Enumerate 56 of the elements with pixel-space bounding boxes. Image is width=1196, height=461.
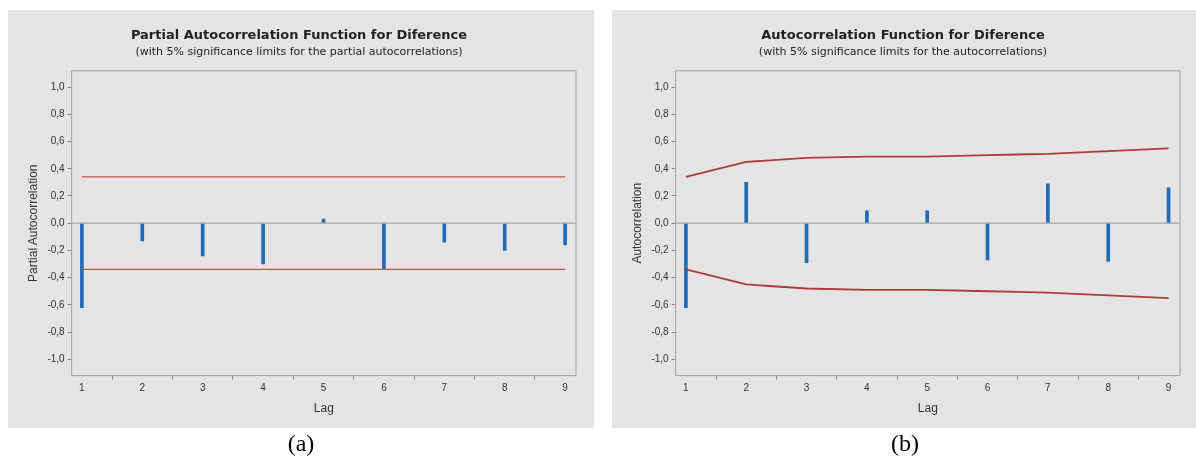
x-axis-title: Lag	[313, 401, 334, 416]
x-tick-label: 2	[139, 382, 146, 394]
x-tick-label: 8	[1105, 382, 1112, 394]
y-tick-label: 0,4	[50, 162, 66, 174]
x-tick-label: 9	[1165, 382, 1172, 394]
y-tick-label: -0,2	[47, 244, 66, 256]
y-axis-title: Partial Autocorrelation	[25, 164, 40, 282]
y-tick-label: 0,0	[50, 216, 66, 228]
x-tick-label: 2	[743, 382, 750, 394]
x-tick-label: 5	[320, 382, 327, 394]
bar	[744, 182, 749, 224]
y-tick-label: -1,0	[47, 353, 66, 365]
bar	[1106, 223, 1111, 262]
x-tick-label: 8	[501, 382, 508, 394]
y-tick-label: 0,0	[654, 216, 670, 228]
y-tick-label: 0,6	[50, 135, 66, 147]
y-tick-label: 0,2	[654, 189, 670, 201]
y-tick-label: -0,8	[651, 325, 670, 337]
y-tick-label: 1,0	[654, 80, 670, 92]
y-tick-label: -1,0	[651, 353, 670, 365]
chart-subtitle: (with 5% significance limits for the partial autocorrelations)	[135, 45, 463, 59]
x-axis-title: Lag	[917, 401, 938, 416]
bar	[925, 210, 930, 224]
y-tick-label: 0,6	[654, 135, 670, 147]
y-tick-label: -0,2	[651, 244, 670, 256]
x-tick-label: 7	[1045, 382, 1052, 394]
x-tick-label: 7	[441, 382, 448, 394]
y-tick-label: 1,0	[50, 80, 66, 92]
x-tick-label: 6	[984, 382, 991, 394]
y-tick-label: -0,4	[47, 271, 66, 283]
x-tick-label: 1	[683, 382, 690, 394]
text: (b)	[890, 430, 920, 457]
y-tick-label: -0,6	[651, 298, 670, 310]
x-tick-label: 4	[864, 382, 871, 394]
bar	[865, 210, 869, 224]
text: (a)	[286, 430, 316, 457]
y-tick-label: 0,4	[654, 162, 670, 174]
y-tick-label: 0,8	[50, 108, 66, 120]
x-tick-label: 4	[260, 382, 267, 394]
chart-title: Partial Autocorrelation Function for Diference	[130, 27, 468, 43]
x-tick-label: 6	[381, 382, 388, 394]
chart-subtitle: (with 5% significance limits for the autocorrelations)	[758, 45, 1048, 59]
y-tick-label: -0,8	[47, 325, 66, 337]
x-tick-label: 5	[924, 382, 931, 394]
x-tick-label: 9	[562, 382, 569, 394]
y-tick-label: 0,2	[50, 189, 66, 201]
y-tick-label: -0,6	[47, 298, 66, 310]
y-tick-label: -0,4	[651, 271, 670, 283]
y-axis-title: Autocorrelation	[629, 182, 644, 264]
bar	[684, 223, 688, 308]
y-tick-label: 0,8	[654, 108, 670, 120]
x-tick-label: 3	[803, 382, 810, 394]
bar	[1046, 183, 1050, 224]
x-tick-label: 3	[199, 382, 206, 394]
chart-title: Autocorrelation Function for Diference	[761, 27, 1045, 43]
x-tick-label: 1	[79, 382, 86, 394]
